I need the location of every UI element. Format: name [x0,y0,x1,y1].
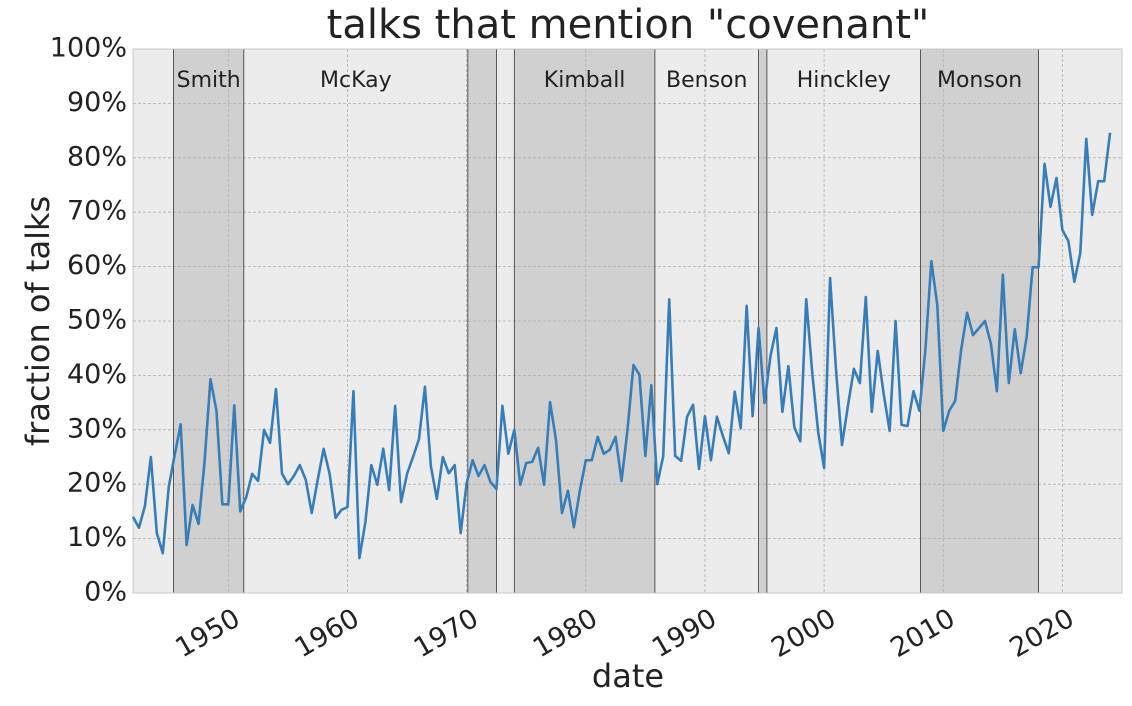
era-label: Hinckley [797,68,891,93]
era-label: Benson [666,68,747,93]
y-tick-label: 100% [50,33,127,64]
y-tick-label: 0% [84,577,127,608]
y-tick-label: 40% [67,359,127,390]
x-tick-label: 1960 [290,603,365,664]
chart-title: talks that mention "covenant" [327,2,930,48]
era-label: McKay [320,68,392,93]
y-tick-label: 80% [67,141,127,172]
y-tick-label: 10% [67,522,127,553]
y-tick-label: 90% [67,87,127,118]
y-axis-label: fraction of talks [19,196,57,446]
x-tick-label: 1980 [528,603,603,664]
y-tick-label: 50% [67,305,127,336]
y-tick-label: 60% [67,250,127,281]
era-label: Monson [937,68,1022,93]
x-tick-label: 1950 [170,603,245,664]
plot-frame [132,48,1123,594]
y-tick-label: 70% [67,196,127,227]
x-axis-label: date [592,657,664,695]
data-line [131,132,1112,560]
era-label: Smith [177,68,241,93]
era-band [654,49,759,593]
y-tick-label: 20% [67,468,127,499]
x-tick-label: 2020 [1005,603,1080,664]
x-tick-label: 2000 [766,603,841,664]
x-tick-label: 1990 [647,603,722,664]
era-band [467,49,497,593]
y-tick-label: 30% [67,413,127,444]
era-band [758,49,767,593]
era-label: Kimball [544,68,626,93]
x-tick-label: 2010 [885,603,960,664]
x-tick-label: 1970 [409,603,484,664]
